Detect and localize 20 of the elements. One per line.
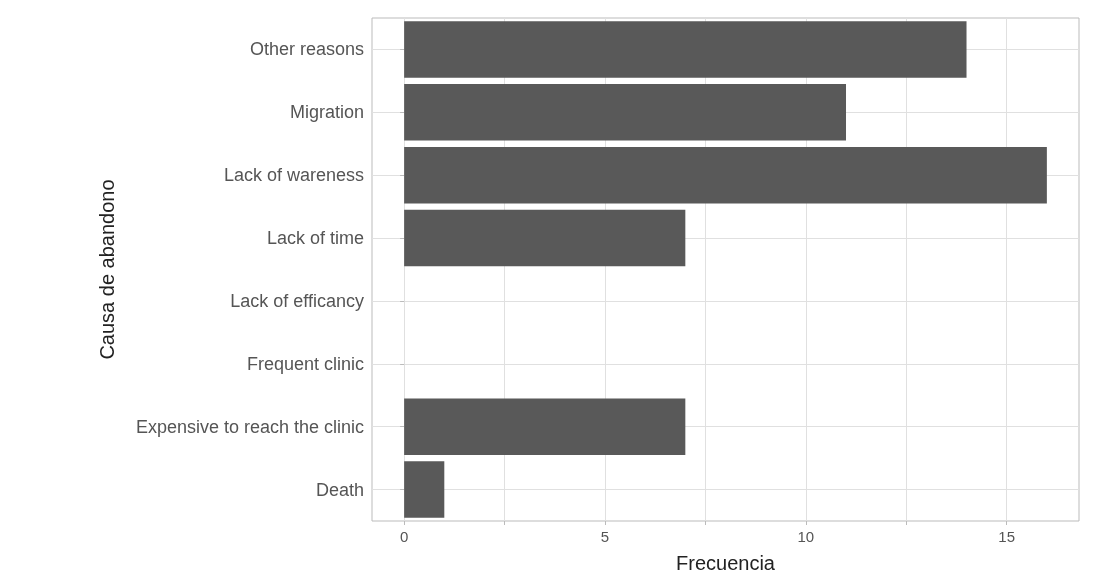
y-tick-label: Other reasons (249, 39, 364, 60)
x-axis-title: Frecuencia (676, 552, 776, 574)
bar (404, 461, 445, 518)
x-tick-label: 15 (998, 528, 1016, 545)
y-tick-label: Lack of efficancy (230, 290, 364, 311)
y-tick-label: Expensive to reach the clinic (135, 416, 364, 437)
y-tick-label: Lack of time (266, 228, 364, 249)
bar (404, 21, 967, 78)
y-axis-title: Causa de abandono (96, 179, 118, 360)
bar (404, 84, 847, 141)
bar (404, 146, 1047, 204)
y-tick-label: Death (315, 479, 364, 500)
x-tick-label: 10 (797, 528, 815, 545)
bar (404, 209, 686, 267)
y-tick-label: Lack of wareness (223, 165, 364, 186)
y-tick-label: Frequent clinic (246, 353, 364, 374)
bar (404, 398, 686, 455)
x-tick-label: 0 (399, 528, 409, 545)
y-tick-label: Migration (289, 102, 364, 123)
x-tick-label: 5 (600, 528, 610, 545)
